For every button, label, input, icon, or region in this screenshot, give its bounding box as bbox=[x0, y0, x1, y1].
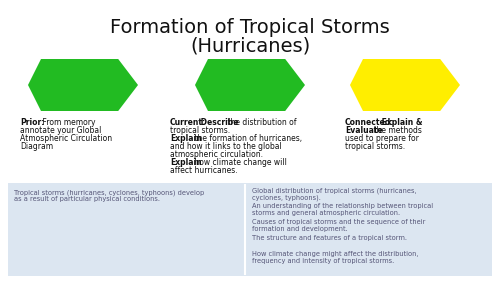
Text: An understanding of the relationship between tropical
storms and general atmosph: An understanding of the relationship bet… bbox=[252, 203, 433, 216]
Text: Explain: Explain bbox=[170, 158, 202, 167]
Text: how climate change will: how climate change will bbox=[192, 158, 287, 167]
Text: used to prepare for: used to prepare for bbox=[345, 134, 419, 143]
Text: The structure and features of a tropical storm.: The structure and features of a tropical… bbox=[252, 235, 407, 241]
FancyBboxPatch shape bbox=[8, 183, 492, 276]
Text: annotate your Global: annotate your Global bbox=[20, 126, 102, 135]
Text: Global distribution of tropical storms (hurricanes,
cyclones, typhoons).: Global distribution of tropical storms (… bbox=[252, 187, 416, 201]
Text: Diagram: Diagram bbox=[20, 142, 53, 151]
Text: the formation of hurricanes,: the formation of hurricanes, bbox=[192, 134, 302, 143]
Text: the distribution of: the distribution of bbox=[225, 118, 296, 127]
Text: and how it links to the global: and how it links to the global bbox=[170, 142, 282, 151]
Text: the methods: the methods bbox=[371, 126, 422, 135]
Text: Prior:: Prior: bbox=[20, 118, 44, 127]
Text: Formation of Tropical Storms: Formation of Tropical Storms bbox=[110, 18, 390, 37]
Text: Current:: Current: bbox=[170, 118, 206, 127]
Text: Describe: Describe bbox=[198, 118, 238, 127]
Text: affect hurricanes.: affect hurricanes. bbox=[170, 166, 237, 175]
Polygon shape bbox=[28, 59, 138, 111]
Text: Causes of tropical storms and the sequence of their
formation and development.: Causes of tropical storms and the sequen… bbox=[252, 219, 426, 232]
Text: tropical storms.: tropical storms. bbox=[345, 142, 405, 151]
Text: Explain: Explain bbox=[170, 134, 202, 143]
Text: tropical storms.: tropical storms. bbox=[170, 126, 230, 135]
Text: atmospheric circulation.: atmospheric circulation. bbox=[170, 150, 263, 159]
Polygon shape bbox=[195, 59, 305, 111]
Text: (Hurricanes): (Hurricanes) bbox=[190, 36, 310, 55]
Polygon shape bbox=[350, 59, 460, 111]
Text: Tropical storms (hurricanes, cyclones, typhoons) develop
as a result of particul: Tropical storms (hurricanes, cyclones, t… bbox=[14, 189, 204, 203]
Text: Atmospheric Circulation: Atmospheric Circulation bbox=[20, 134, 112, 143]
Text: Evaluate: Evaluate bbox=[345, 126, 383, 135]
Text: How climate change might affect the distribution,
frequency and intensity of tro: How climate change might affect the dist… bbox=[252, 251, 418, 264]
Text: Explain &: Explain & bbox=[379, 118, 422, 127]
Text: Connected:: Connected: bbox=[345, 118, 395, 127]
Text: From memory: From memory bbox=[40, 118, 96, 127]
